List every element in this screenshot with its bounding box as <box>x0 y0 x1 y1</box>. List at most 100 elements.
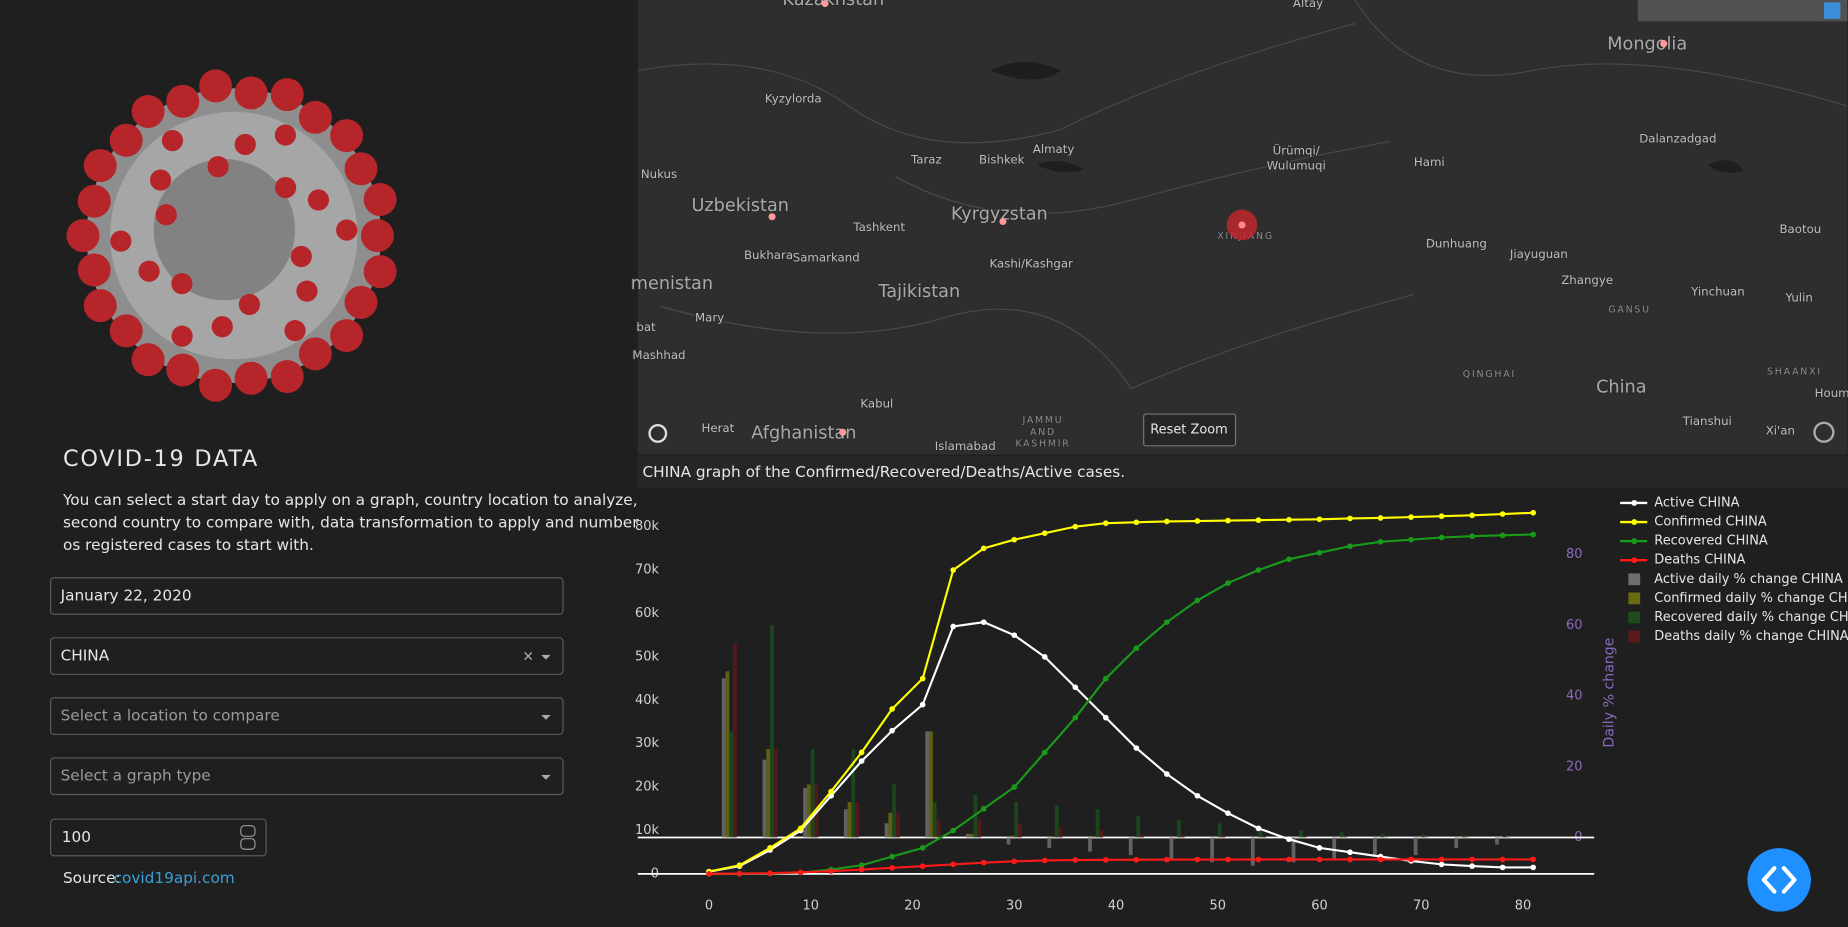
bar <box>1058 826 1063 838</box>
line-marker <box>1499 511 1506 517</box>
line-marker <box>889 853 895 860</box>
map-label: Mary <box>695 311 724 325</box>
min-cases-input[interactable]: 100 <box>50 818 267 857</box>
line-marker <box>1438 856 1445 863</box>
compare-dropdown[interactable]: Select a location to compare <box>50 697 564 736</box>
virus-spike <box>330 319 364 353</box>
bar <box>855 802 859 838</box>
y-tick-label: 60k <box>635 606 659 621</box>
bar <box>810 749 815 838</box>
line-marker <box>1194 597 1201 604</box>
bar <box>1010 835 1015 838</box>
map-label: Jiayuguan <box>1509 247 1568 261</box>
line-marker <box>1286 516 1292 523</box>
virus-spike <box>131 95 165 128</box>
virus-spike <box>290 245 312 268</box>
line-marker <box>1316 549 1323 556</box>
map-label: Islamabad <box>935 439 996 453</box>
line-marker <box>1194 856 1201 863</box>
line-marker <box>858 758 865 764</box>
bar <box>1210 837 1214 863</box>
bar <box>1380 833 1385 838</box>
line-marker <box>1102 856 1109 863</box>
line-marker <box>1225 517 1231 524</box>
line-marker <box>1347 849 1353 856</box>
map-label: bat <box>636 320 656 334</box>
line-marker <box>1377 515 1384 521</box>
virus-spike <box>270 78 304 112</box>
bar <box>884 823 889 838</box>
line-marker <box>1469 512 1475 519</box>
map-label: menistan <box>631 274 713 294</box>
legend-swatch <box>1628 573 1641 586</box>
y-tick-label: 20k <box>635 780 659 795</box>
virus-spike <box>363 183 397 216</box>
x-tick-label: 60 <box>1311 898 1327 913</box>
bar <box>729 731 734 838</box>
line-marker <box>767 845 773 851</box>
bar <box>1461 835 1466 838</box>
line-marker <box>858 749 865 756</box>
line-marker <box>858 862 865 869</box>
virus-spike <box>109 123 143 157</box>
virus-spike <box>296 280 318 302</box>
virus-spike <box>110 230 132 252</box>
line-marker <box>889 706 895 712</box>
map-labels: Kazakhstan Altay Mongolia Kyzylorda Taraz Bis… <box>630 0 1848 454</box>
virus-spike <box>83 149 117 183</box>
reset-zoom-button[interactable]: Reset Zoom <box>1143 413 1237 447</box>
bar <box>721 678 726 838</box>
bar <box>892 784 896 838</box>
line-marker <box>950 827 957 834</box>
legend-label: Active daily % change CHINA <box>1654 572 1843 587</box>
bar <box>1495 837 1499 845</box>
line-marker <box>1041 857 1048 864</box>
map-label: Yulin <box>1785 291 1813 305</box>
line-marker <box>1530 531 1536 538</box>
map-info[interactable] <box>1813 421 1835 443</box>
line-marker <box>1255 567 1262 573</box>
code-toggle-button[interactable] <box>1747 848 1811 912</box>
chart-caption: CHINA graph of the Confirmed/Recovered/D… <box>642 463 1125 481</box>
country-dropdown[interactable]: CHINA <box>50 637 564 675</box>
virus-spike <box>234 133 256 156</box>
line-marker <box>919 675 926 682</box>
virus-spike <box>199 368 233 402</box>
country-value: CHINA <box>61 647 110 665</box>
map-label: China <box>1596 378 1646 398</box>
line-marker <box>1438 513 1445 520</box>
virus-spike <box>274 124 297 146</box>
graph-type-dropdown[interactable]: Select a graph type <box>50 757 564 796</box>
virus-image <box>66 69 397 402</box>
virus-spike <box>171 325 193 347</box>
modebar[interactable] <box>1637 0 1848 22</box>
reset-zoom-label: Reset Zoom <box>1150 422 1228 437</box>
legend-label: Deaths daily % change CHINA <box>1654 629 1848 644</box>
legend-label: Confirmed daily % change CHINA <box>1654 591 1848 606</box>
bar <box>1018 823 1022 838</box>
line-marker <box>980 859 987 866</box>
map-label: Almaty <box>1033 142 1075 156</box>
line-marker <box>1041 654 1048 660</box>
line-marker <box>980 805 987 812</box>
map-label: Baotou <box>1779 222 1821 236</box>
bar <box>1136 816 1141 838</box>
virus-spike <box>363 255 397 289</box>
bar <box>733 643 737 838</box>
x-tick-label: 50 <box>1210 898 1226 913</box>
date-picker[interactable]: January 22, 2020 <box>50 577 564 615</box>
map-label: Houm <box>1815 386 1848 400</box>
legend-swatch <box>1628 592 1641 605</box>
virus-spike <box>166 84 200 118</box>
bar <box>969 833 974 838</box>
line-marker <box>1072 684 1079 691</box>
legend-label: Confirmed CHINA <box>1654 515 1767 530</box>
line-marker <box>1286 556 1292 563</box>
source-link[interactable]: covid19api.com <box>114 869 235 887</box>
line-marker <box>1133 856 1140 863</box>
line-marker <box>1347 515 1353 522</box>
map-label: Xi'an <box>1766 424 1795 438</box>
line-marker <box>736 870 743 877</box>
line-marker <box>1225 810 1231 816</box>
